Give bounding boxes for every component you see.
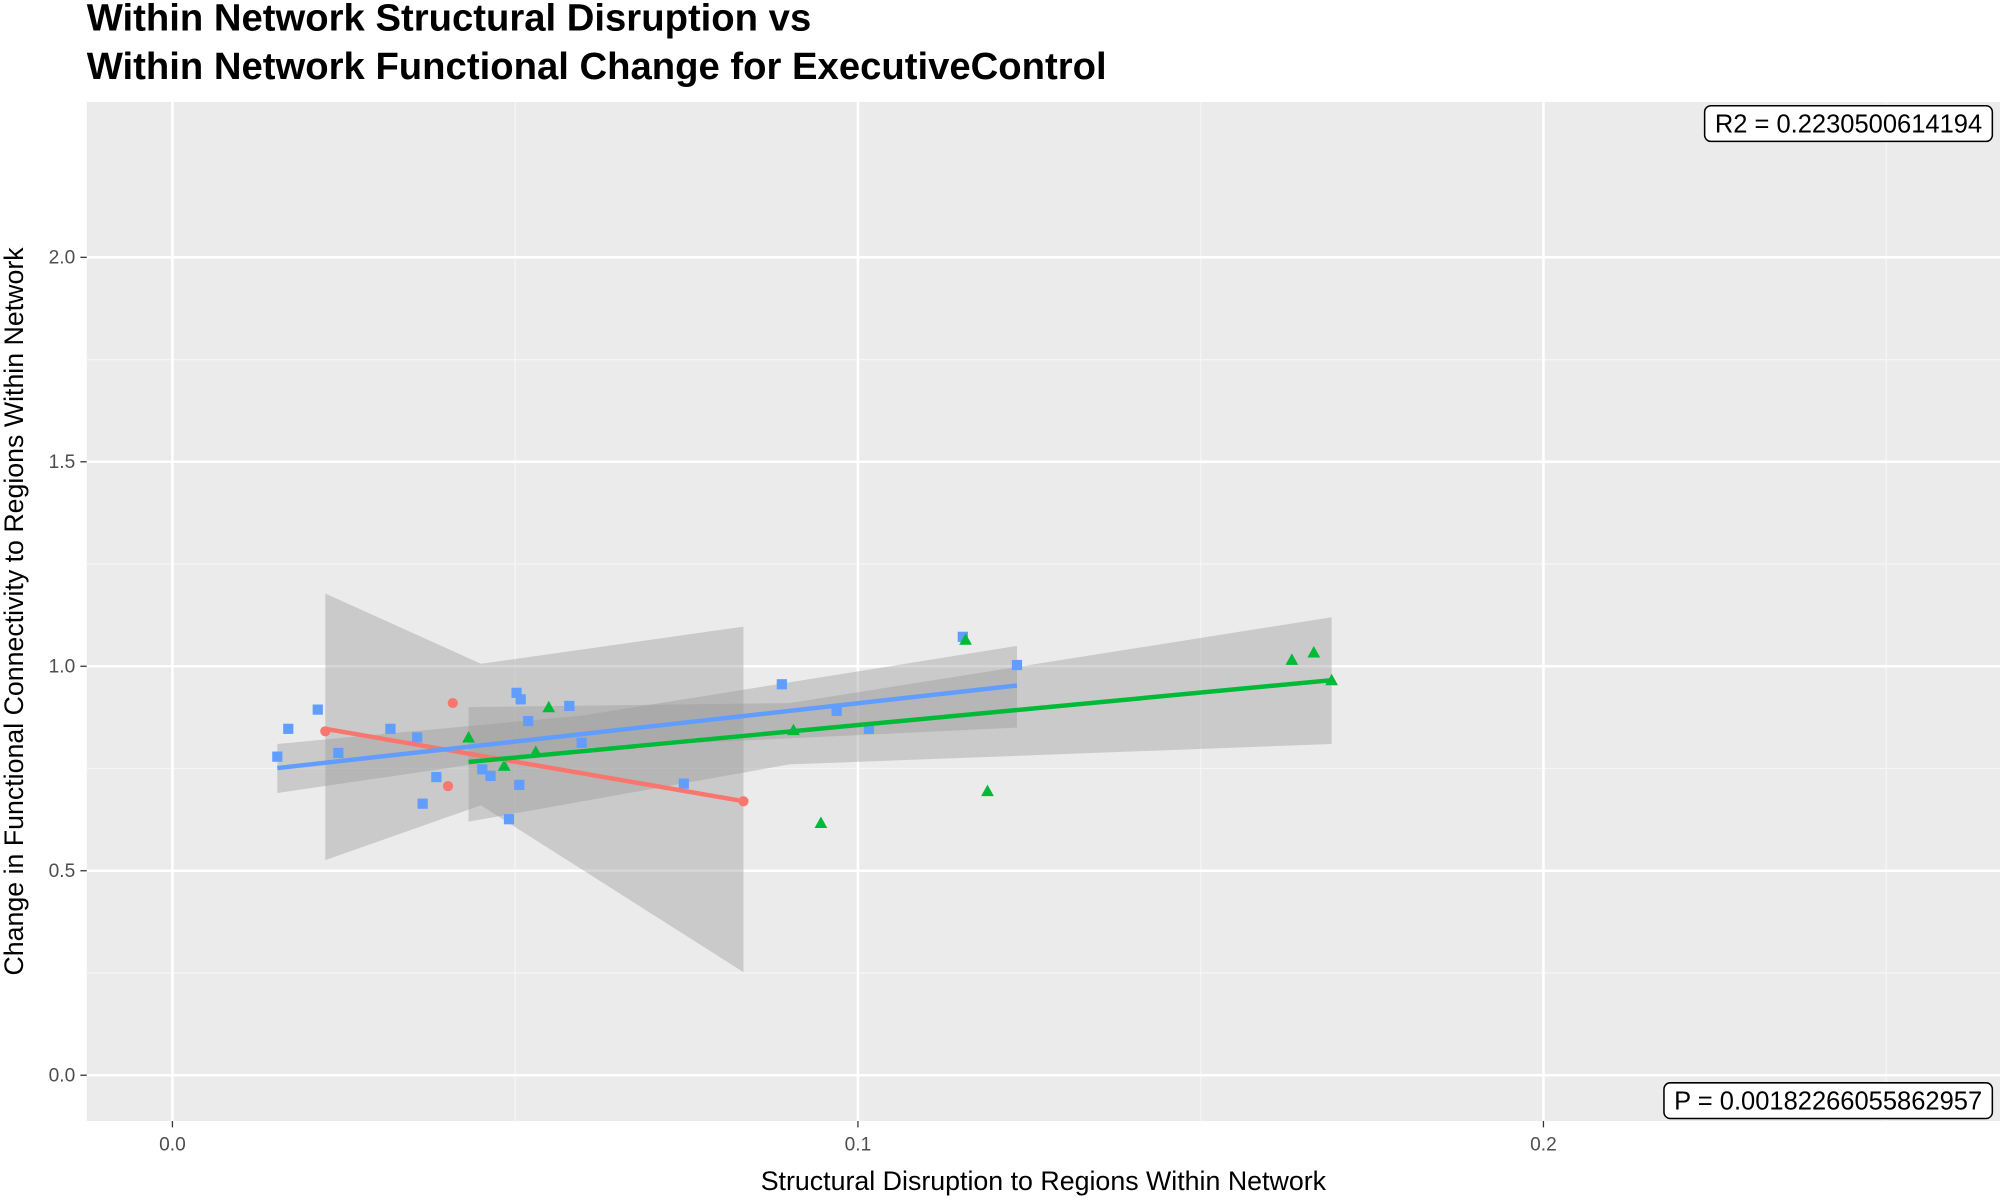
x-tick-label: 0.1: [845, 1134, 872, 1155]
grid: [86, 101, 2000, 1122]
y-axis-label: Change in Functional Connectivity to Reg…: [0, 247, 29, 976]
point: [957, 631, 968, 642]
point: [417, 798, 428, 809]
annotation: P = 0.00182266055862957: [1674, 1088, 1982, 1116]
confidence-band: [325, 593, 744, 973]
plot-panel: [86, 101, 2000, 1122]
point: [477, 764, 488, 775]
point: [503, 814, 515, 825]
point: [1011, 659, 1023, 671]
y-tick-label: 0.5: [49, 861, 76, 882]
point: [959, 633, 972, 645]
y-tick-label: 2.0: [49, 248, 76, 269]
point: [485, 770, 496, 781]
x-axis-label: Structural Disruption to Regions Within …: [761, 1166, 1327, 1196]
point: [272, 751, 283, 762]
point: [431, 771, 442, 783]
point: [515, 694, 526, 705]
x-tick-label: 0.2: [1530, 1134, 1557, 1155]
point: [514, 779, 525, 790]
point: [442, 780, 454, 792]
annotation-box: [1703, 104, 1994, 143]
point: [497, 759, 511, 771]
point: [542, 700, 556, 713]
point: [312, 704, 323, 715]
chart-title-line: Within Network Functional Change for Exe…: [87, 45, 1107, 88]
point: [523, 715, 534, 727]
x-tick-label: 0.0: [159, 1134, 186, 1155]
point: [462, 731, 475, 743]
point: [447, 697, 458, 709]
point: [678, 778, 689, 789]
chart-title-line: Within Network Structural Disruption vs: [87, 0, 812, 40]
point: [412, 732, 423, 743]
point: [776, 679, 787, 690]
fits: [277, 677, 1332, 804]
point: [1285, 653, 1299, 665]
fit-line: [324, 726, 744, 804]
points: [272, 631, 1339, 828]
fit-line: [468, 677, 1332, 765]
point: [981, 784, 994, 797]
point: [576, 737, 587, 748]
y-tick-label: 1.5: [49, 452, 76, 473]
labels: 0.0 0.1 0.2 0.0 0.5 1.0 1.5 2.0 R2 = 0.223050061…: [49, 104, 1994, 1155]
point: [831, 705, 842, 716]
point: [333, 747, 344, 759]
point: [814, 816, 828, 828]
point: [564, 700, 575, 712]
point: [511, 687, 522, 698]
point: [283, 723, 294, 734]
y-tick-label: 0.0: [49, 1066, 76, 1087]
annotation-box: [1663, 1082, 1994, 1120]
annotation: R2 = 0.2230500614194: [1715, 110, 1982, 138]
confidence-band: [277, 645, 1017, 794]
point: [863, 723, 875, 734]
point: [1307, 645, 1321, 658]
fit-line: [277, 683, 1018, 771]
point: [385, 723, 396, 734]
y-tick-label: 1.0: [49, 657, 76, 678]
